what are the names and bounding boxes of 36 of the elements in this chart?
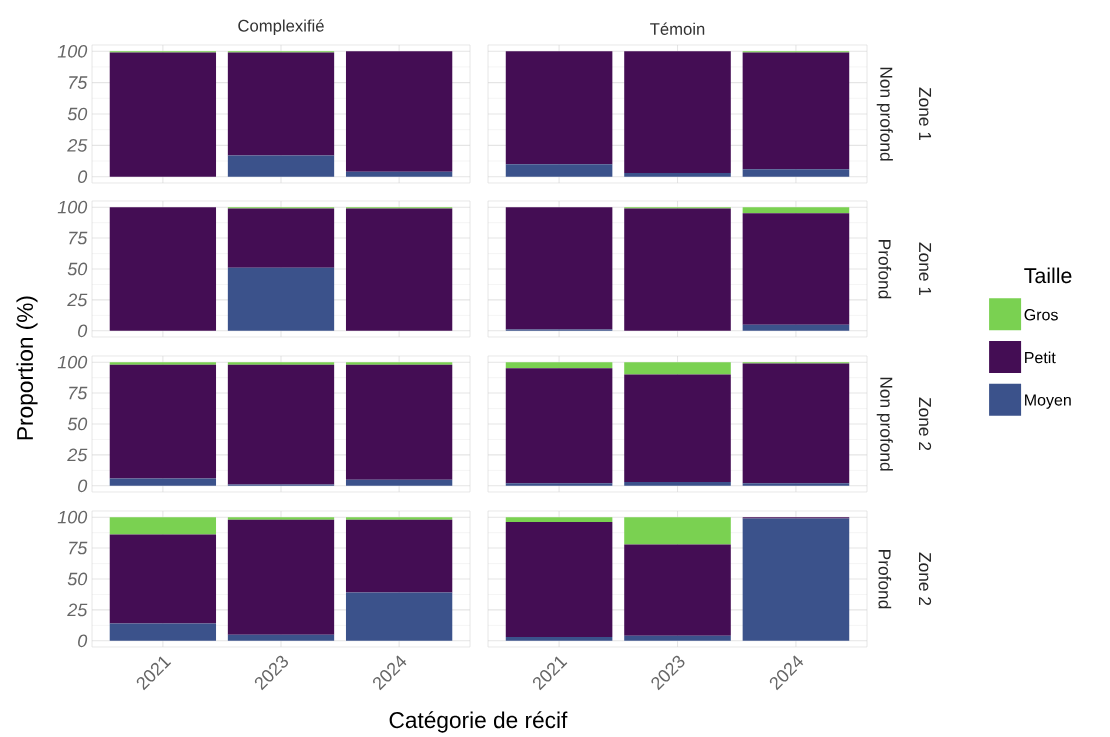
text: Zone 2	[918, 397, 932, 451]
text: Zone 1	[918, 242, 932, 296]
y-tick-label: 50	[67, 572, 88, 586]
y-tick-label: 0	[78, 634, 88, 648]
text: Zone 2	[918, 552, 932, 606]
y-tick-label: 0	[78, 324, 88, 338]
y-tick-label: 100	[57, 200, 88, 214]
chart-title: Complexifié	[238, 19, 324, 35]
y-tick-label: 75	[69, 76, 88, 89]
y-tick-label: 75	[69, 231, 88, 245]
y-tick-label: 75	[69, 386, 88, 400]
y-tick-label: 75	[69, 541, 88, 555]
y-tick-label: 0	[78, 170, 88, 184]
text: Non profond	[876, 377, 893, 471]
legend-title: Taille	[1024, 267, 1072, 284]
x-axis-title: Catégorie de récif	[389, 711, 568, 733]
y-tick-label: 50	[67, 262, 88, 276]
y-tick-label: 100	[57, 355, 88, 369]
y-tick-label: 0	[78, 479, 88, 493]
legend-label: Gros	[1024, 309, 1058, 321]
y-tick-label: 25	[67, 603, 88, 617]
y-tick-label: 50	[67, 107, 88, 121]
legend-label: Petit	[1025, 351, 1056, 364]
y-tick-label: 100	[57, 44, 88, 58]
y-tick-label: 25	[67, 138, 88, 152]
chart-title: Témoin	[650, 22, 705, 35]
legend-label: Moyen	[1025, 394, 1071, 409]
text: Profond	[878, 550, 892, 609]
y-tick-label: 25	[67, 448, 88, 462]
text: Non profond	[876, 67, 893, 161]
y-tick-label: 100	[57, 510, 88, 524]
y-axis-title: Proportion (%)	[16, 296, 38, 440]
y-tick-label: 50	[67, 417, 88, 431]
text: Zone 1	[918, 87, 932, 141]
y-tick-label: 25	[67, 293, 88, 307]
text: Profond	[878, 240, 892, 299]
